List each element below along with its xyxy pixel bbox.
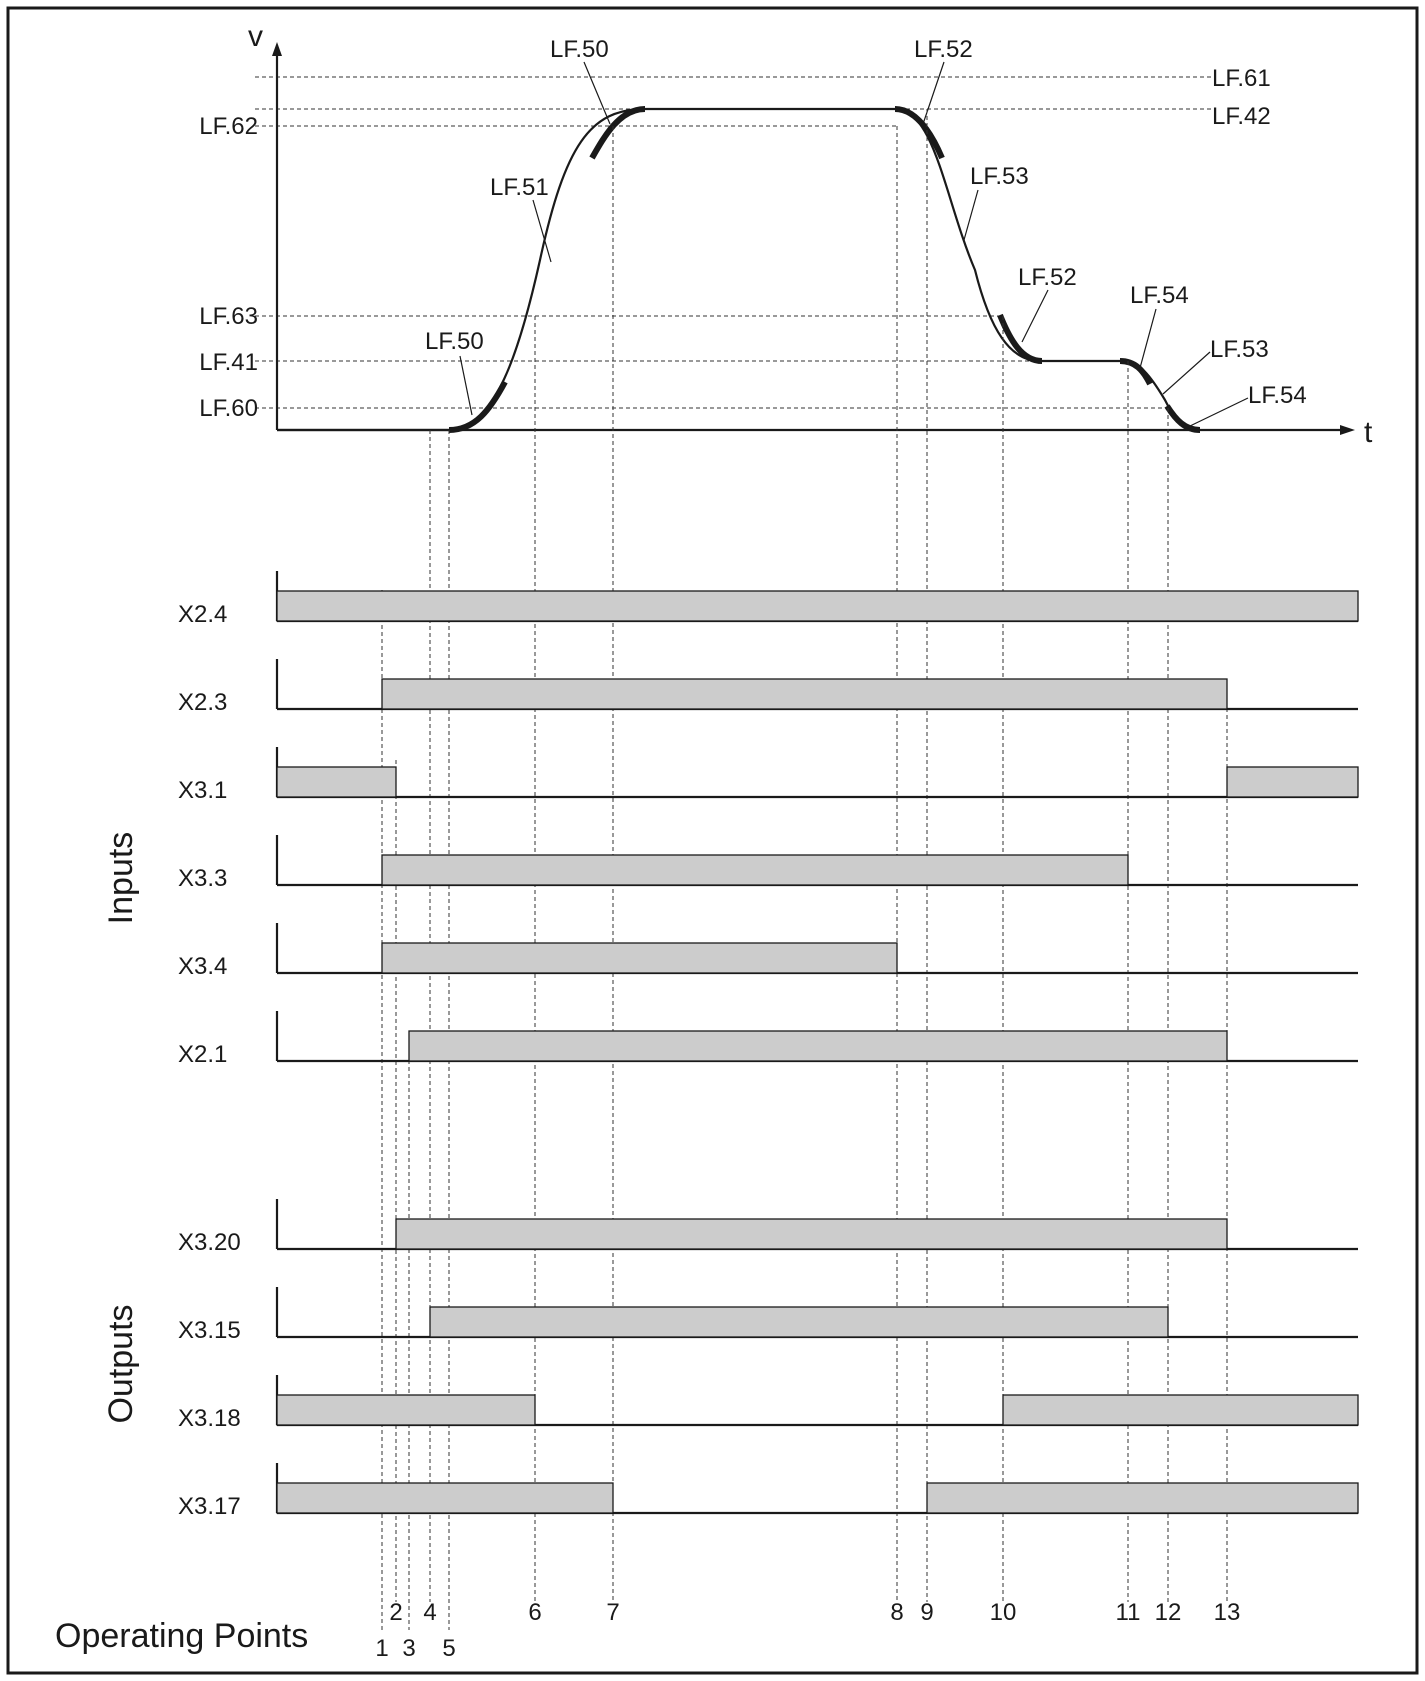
segment-label-lf54-b: LF.54 xyxy=(1248,382,1307,409)
level-label-lf41: LF.41 xyxy=(199,349,258,376)
signal-label: X3.17 xyxy=(178,1493,241,1520)
signal-row-x3-17: X3.17 xyxy=(178,1463,1359,1520)
op-label-2: 2 xyxy=(389,1599,402,1626)
signal-label: X3.4 xyxy=(178,953,227,980)
y-axis-arrow xyxy=(272,42,282,56)
segment-labels: LF.50 LF.51 LF.50 LF.52 LF.53 LF.52 LF.5… xyxy=(425,36,1307,427)
jerk-segments xyxy=(448,106,1201,433)
signal-high-pulse xyxy=(429,1306,1169,1338)
op-label-13: 13 xyxy=(1214,1599,1241,1626)
leader-lf53-a xyxy=(963,189,979,241)
jerk-segment-lf52-low xyxy=(997,313,1043,364)
segment-label-lf50-b: LF.50 xyxy=(550,36,609,63)
signal-label: X3.20 xyxy=(178,1229,241,1256)
op-label-6: 6 xyxy=(528,1599,541,1626)
leader-lf52-b xyxy=(1021,289,1049,343)
leader-lf52-a xyxy=(922,61,945,125)
signal-label: X2.3 xyxy=(178,689,227,716)
signal-high-pulse xyxy=(926,1482,1359,1514)
input-signals: X2.4 X2.3 X3.1 X3.3 X3.4 xyxy=(178,571,1359,1068)
operating-point-labels-bottom: 1 3 5 xyxy=(375,1635,455,1662)
op-label-7: 7 xyxy=(606,1599,619,1626)
signal-high-pulse xyxy=(408,1030,1228,1062)
signal-high-pulse xyxy=(276,1482,614,1514)
level-label-lf60: LF.60 xyxy=(199,395,258,422)
signal-label: X2.1 xyxy=(178,1041,227,1068)
segment-label-lf53-b: LF.53 xyxy=(1210,336,1269,363)
operating-points-title: Operating Points xyxy=(55,1617,308,1655)
jerk-segment-lf52-high xyxy=(894,106,945,160)
signal-high-pulse xyxy=(381,854,1129,886)
op-label-8: 8 xyxy=(890,1599,903,1626)
op-label-4: 4 xyxy=(423,1599,436,1626)
signal-label: X3.15 xyxy=(178,1317,241,1344)
signal-label: X3.3 xyxy=(178,865,227,892)
jerk-segment-lf54-high xyxy=(1119,358,1153,386)
level-label-lf61: LF.61 xyxy=(1212,65,1271,92)
inputs-group-label: Inputs xyxy=(102,832,140,925)
signal-row-x3-20: X3.20 xyxy=(178,1199,1358,1256)
leader-lf50-a xyxy=(459,355,473,416)
segment-label-lf53-a: LF.53 xyxy=(970,163,1029,190)
signal-row-x3-15: X3.15 xyxy=(178,1287,1358,1344)
signal-high-pulse xyxy=(395,1218,1228,1250)
signal-row-x3-1: X3.1 xyxy=(178,747,1359,804)
signal-label: X2.4 xyxy=(178,601,227,628)
segment-label-lf50-a: LF.50 xyxy=(425,328,484,355)
op-label-9: 9 xyxy=(920,1599,933,1626)
level-label-lf63: LF.63 xyxy=(199,303,258,330)
signal-label: X3.1 xyxy=(178,777,227,804)
leader-lf51 xyxy=(532,199,552,263)
level-label-lf62: LF.62 xyxy=(199,113,258,140)
op-label-3: 3 xyxy=(402,1635,415,1662)
leader-lf50-b xyxy=(583,61,611,125)
op-label-10: 10 xyxy=(990,1599,1017,1626)
speed-chart: LF.61 LF.42 LF.62 LF.63 LF.41 LF.60 v t … xyxy=(199,20,1373,449)
signal-high-pulse xyxy=(276,766,397,798)
op-label-5: 5 xyxy=(442,1635,455,1662)
jerk-segment-lf54-low xyxy=(1164,404,1201,433)
signal-high-pulse xyxy=(1002,1394,1359,1426)
segment-label-lf52-a: LF.52 xyxy=(914,36,973,63)
operating-point-labels-top: 2 4 6 7 8 9 10 11 12 13 xyxy=(389,1599,1240,1626)
signal-row-x2-4: X2.4 xyxy=(178,571,1359,628)
signal-high-pulse xyxy=(276,1394,536,1426)
y-axis-label: v xyxy=(248,20,263,53)
leader-lf54-a xyxy=(1139,308,1157,369)
signal-label: X3.18 xyxy=(178,1405,241,1432)
signal-high-pulse xyxy=(381,942,898,974)
signal-row-x3-3: X3.3 xyxy=(178,835,1358,892)
jerk-segment-lf50-end xyxy=(589,106,646,160)
jerk-segment-lf50-start xyxy=(448,380,508,433)
signal-high-pulse xyxy=(1226,766,1359,798)
signal-row-x3-18: X3.18 xyxy=(178,1375,1359,1432)
x-axis-label: t xyxy=(1364,416,1373,449)
leader-lf53-b xyxy=(1162,351,1211,395)
op-label-1: 1 xyxy=(375,1635,388,1662)
segment-label-lf54-a: LF.54 xyxy=(1130,282,1189,309)
signal-high-pulse xyxy=(276,590,1359,622)
op-label-11: 11 xyxy=(1116,1599,1141,1626)
outputs-group-label: Outputs xyxy=(102,1304,140,1423)
segment-label-lf51: LF.51 xyxy=(490,174,549,201)
level-labels: LF.61 LF.42 LF.62 LF.63 LF.41 LF.60 xyxy=(199,65,1270,422)
signal-row-x3-4: X3.4 xyxy=(178,923,1358,980)
leader-lf54-b xyxy=(1189,397,1249,427)
signal-high-pulse xyxy=(381,678,1228,710)
x-axis-arrow xyxy=(1340,425,1355,435)
segment-label-lf52-b: LF.52 xyxy=(1018,264,1077,291)
level-label-lf42: LF.42 xyxy=(1212,103,1271,130)
signal-row-x2-1: X2.1 xyxy=(178,1011,1358,1068)
output-signals: X3.20 X3.15 X3.18 X3.17 xyxy=(178,1199,1359,1520)
operating-points: Operating Points 2 4 6 7 8 9 10 11 12 13… xyxy=(55,1599,1240,1662)
op-label-12: 12 xyxy=(1155,1599,1182,1626)
signal-row-x2-3: X2.3 xyxy=(178,659,1358,716)
